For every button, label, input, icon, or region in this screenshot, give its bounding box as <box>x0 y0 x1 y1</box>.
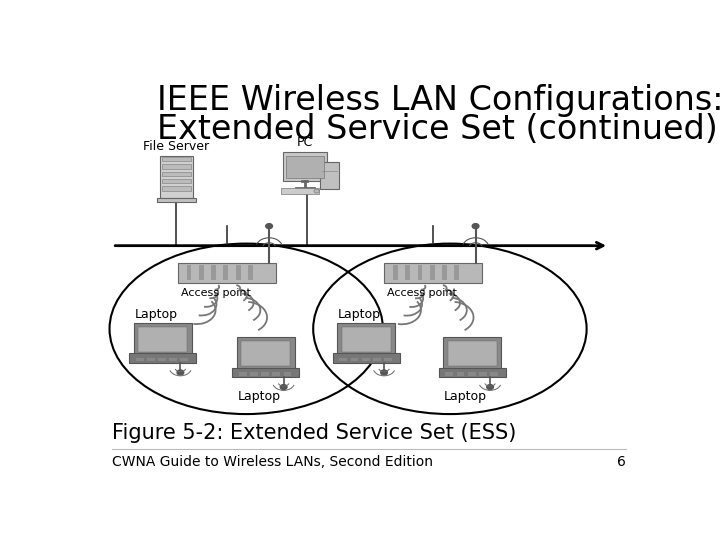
FancyBboxPatch shape <box>393 265 398 280</box>
FancyBboxPatch shape <box>361 358 369 361</box>
Text: PC: PC <box>297 136 313 149</box>
FancyBboxPatch shape <box>373 358 381 361</box>
FancyBboxPatch shape <box>157 198 196 202</box>
Text: Laptop: Laptop <box>238 390 281 403</box>
FancyBboxPatch shape <box>239 373 247 376</box>
Circle shape <box>177 370 184 375</box>
FancyBboxPatch shape <box>261 373 269 376</box>
FancyBboxPatch shape <box>272 373 280 376</box>
Circle shape <box>487 384 493 389</box>
Circle shape <box>381 370 387 375</box>
FancyBboxPatch shape <box>237 337 294 369</box>
FancyBboxPatch shape <box>442 265 447 280</box>
FancyBboxPatch shape <box>351 358 359 361</box>
FancyBboxPatch shape <box>162 186 191 191</box>
FancyBboxPatch shape <box>456 373 464 376</box>
FancyBboxPatch shape <box>284 373 292 376</box>
FancyBboxPatch shape <box>337 322 395 354</box>
Text: Access point: Access point <box>181 288 251 298</box>
FancyBboxPatch shape <box>186 265 192 280</box>
Text: IEEE Wireless LAN Configurations:: IEEE Wireless LAN Configurations: <box>157 84 720 117</box>
FancyBboxPatch shape <box>333 353 400 362</box>
FancyBboxPatch shape <box>250 373 258 376</box>
Text: Laptop: Laptop <box>338 308 381 321</box>
Text: 6: 6 <box>617 455 626 469</box>
FancyBboxPatch shape <box>138 327 187 352</box>
FancyBboxPatch shape <box>160 156 194 198</box>
Text: File Server: File Server <box>143 140 210 153</box>
FancyBboxPatch shape <box>162 179 191 183</box>
FancyBboxPatch shape <box>405 265 410 280</box>
FancyBboxPatch shape <box>158 358 166 361</box>
FancyBboxPatch shape <box>136 358 143 361</box>
FancyBboxPatch shape <box>320 161 338 188</box>
FancyBboxPatch shape <box>235 265 240 280</box>
Circle shape <box>472 224 479 228</box>
FancyBboxPatch shape <box>162 172 191 176</box>
FancyBboxPatch shape <box>241 341 290 366</box>
Circle shape <box>280 384 287 389</box>
FancyBboxPatch shape <box>468 373 476 376</box>
FancyBboxPatch shape <box>384 263 482 282</box>
FancyBboxPatch shape <box>147 358 155 361</box>
FancyBboxPatch shape <box>438 368 505 377</box>
FancyBboxPatch shape <box>339 358 347 361</box>
FancyBboxPatch shape <box>286 156 323 178</box>
FancyBboxPatch shape <box>479 373 487 376</box>
FancyBboxPatch shape <box>282 188 319 193</box>
FancyBboxPatch shape <box>169 358 177 361</box>
FancyBboxPatch shape <box>248 265 253 280</box>
FancyBboxPatch shape <box>129 353 196 362</box>
Text: Extended Service Set (continued): Extended Service Set (continued) <box>157 113 718 146</box>
Text: Laptop: Laptop <box>444 390 487 403</box>
Text: Access point: Access point <box>387 288 457 298</box>
FancyBboxPatch shape <box>223 265 228 280</box>
FancyBboxPatch shape <box>490 373 498 376</box>
FancyBboxPatch shape <box>446 373 454 376</box>
FancyBboxPatch shape <box>430 265 435 280</box>
FancyBboxPatch shape <box>444 337 501 369</box>
FancyBboxPatch shape <box>133 322 192 354</box>
FancyBboxPatch shape <box>448 341 497 366</box>
Circle shape <box>314 189 319 193</box>
FancyBboxPatch shape <box>283 152 327 181</box>
FancyBboxPatch shape <box>199 265 204 280</box>
FancyBboxPatch shape <box>181 358 188 361</box>
FancyBboxPatch shape <box>342 327 391 352</box>
FancyBboxPatch shape <box>211 265 216 280</box>
FancyBboxPatch shape <box>233 368 300 377</box>
FancyBboxPatch shape <box>162 164 191 168</box>
Circle shape <box>266 224 272 228</box>
FancyBboxPatch shape <box>418 265 423 280</box>
FancyBboxPatch shape <box>178 263 276 282</box>
FancyBboxPatch shape <box>384 358 392 361</box>
Text: CWNA Guide to Wireless LANs, Second Edition: CWNA Guide to Wireless LANs, Second Edit… <box>112 455 433 469</box>
Text: Figure 5-2: Extended Service Set (ESS): Figure 5-2: Extended Service Set (ESS) <box>112 423 517 443</box>
FancyBboxPatch shape <box>454 265 459 280</box>
Text: Laptop: Laptop <box>135 308 177 321</box>
FancyBboxPatch shape <box>162 157 191 161</box>
